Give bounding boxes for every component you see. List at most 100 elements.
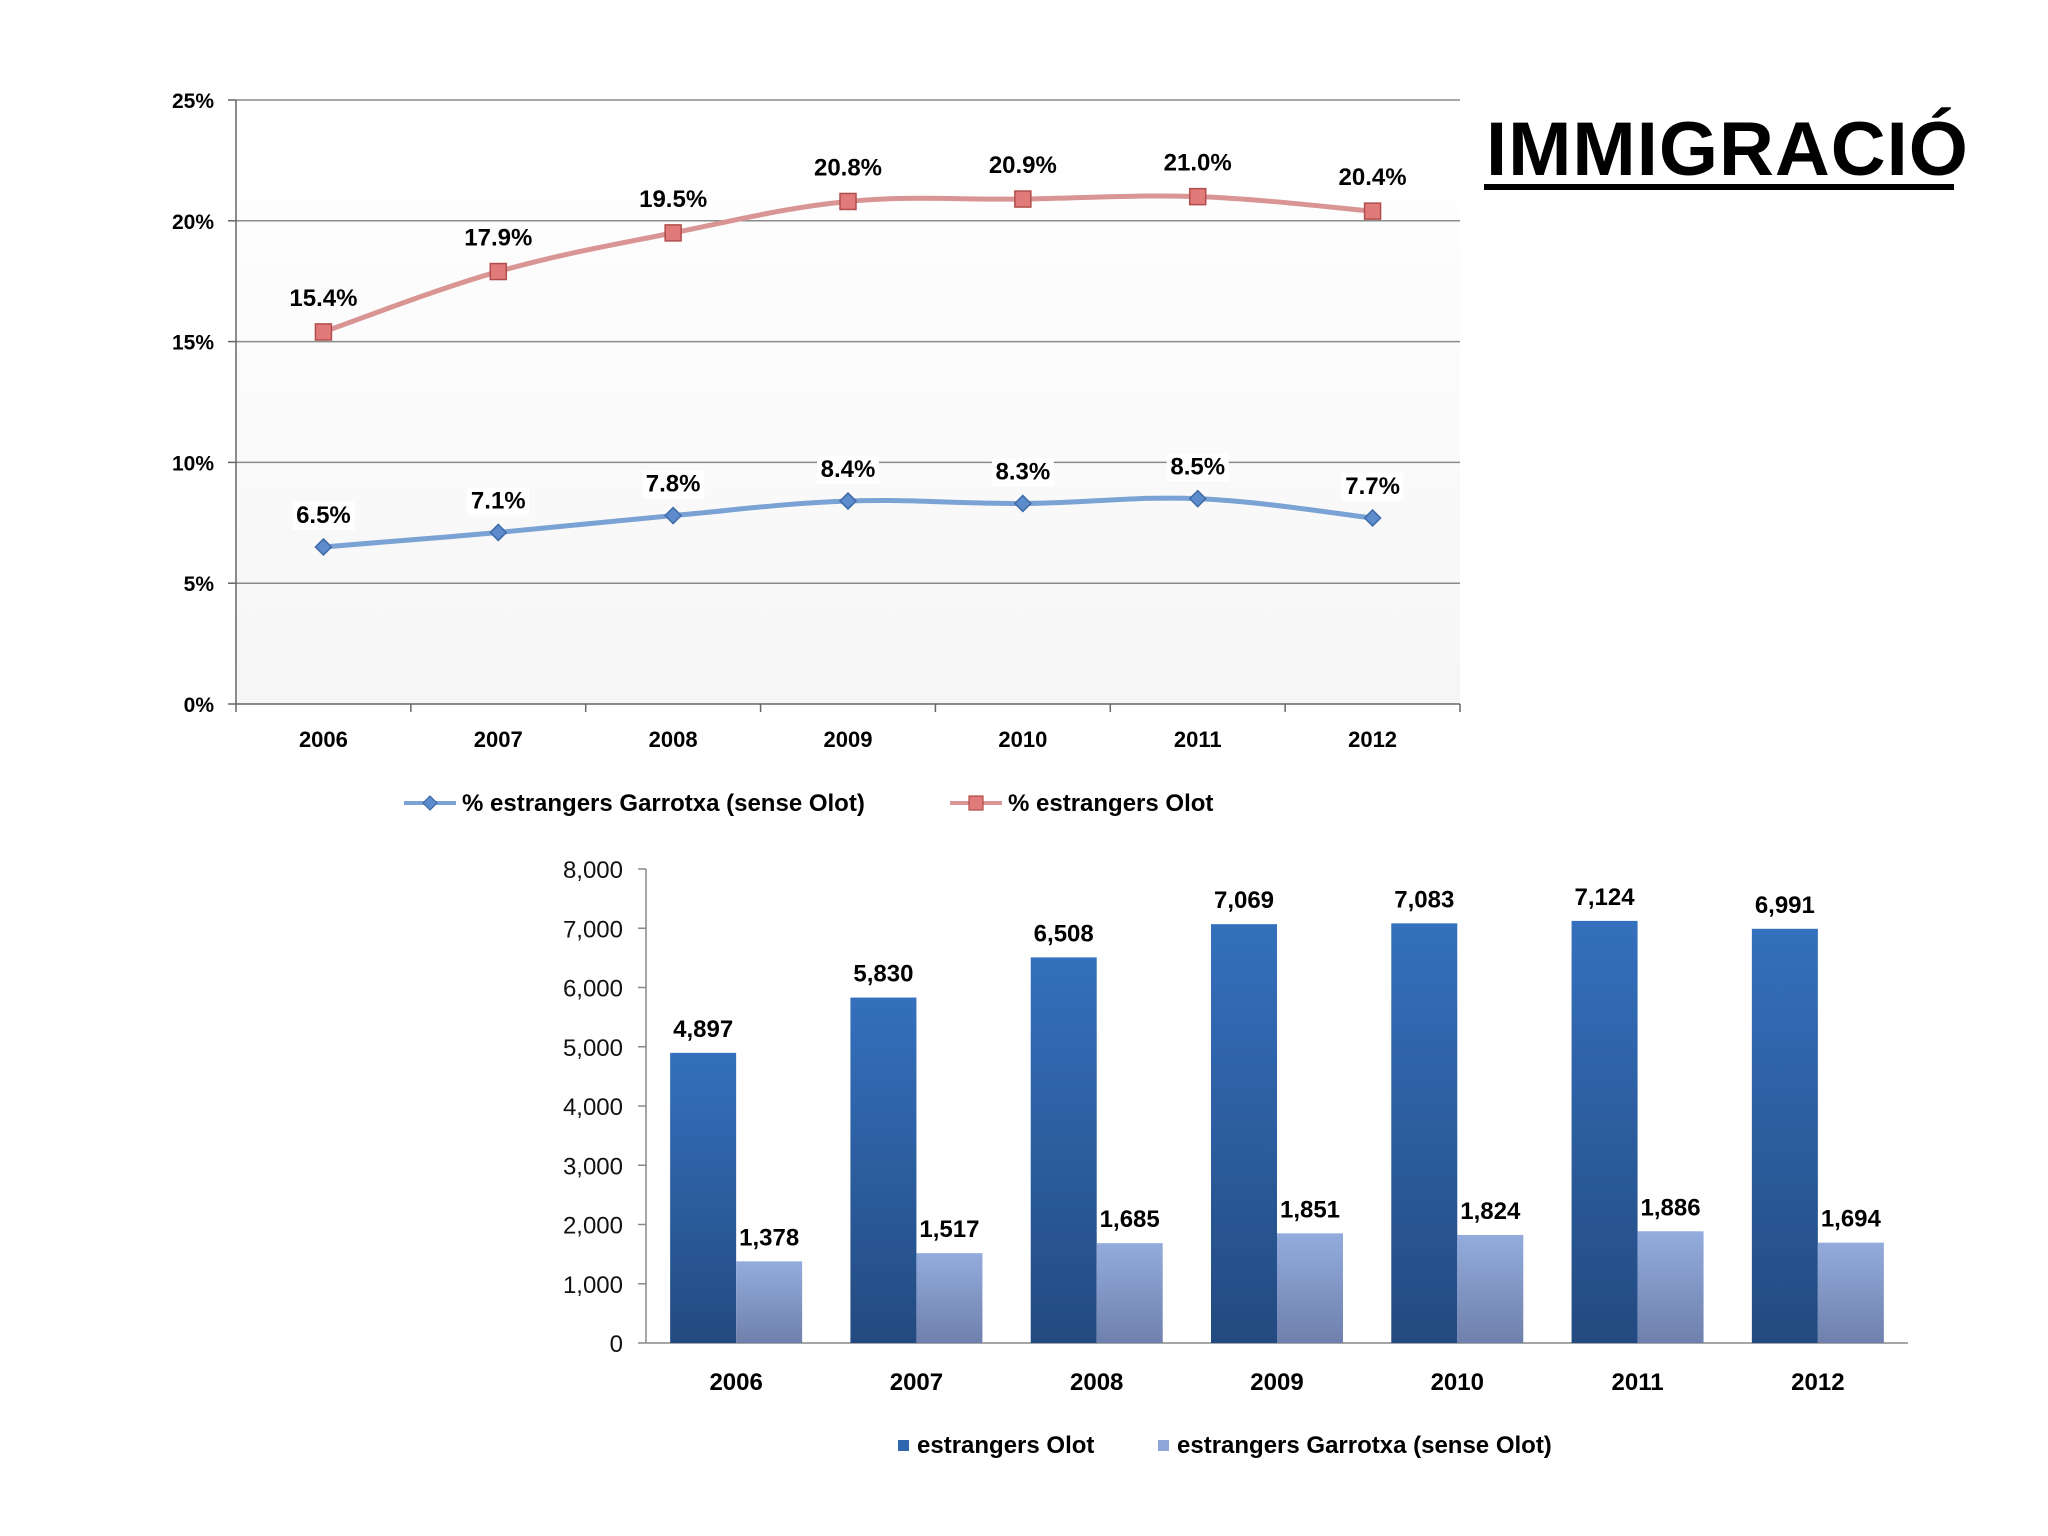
data-label: 21.0% [1164,150,1232,177]
x-tick-label: 2009 [824,727,873,752]
x-tick-label: 2007 [890,1369,943,1396]
y-tick-label: 6,000 [563,976,623,1003]
data-point-square [489,262,508,281]
x-tick-label: 2010 [998,727,1047,752]
data-point-square [1363,202,1382,220]
y-tick-label: 8,000 [563,857,623,884]
bar-garrotxa [1457,1234,1524,1343]
data-point-diamond [664,506,683,525]
x-tick-label: 2006 [709,1369,762,1396]
y-tick-label: 5,000 [563,1035,623,1062]
data-label: 1,886 [1641,1194,1701,1221]
data-label: 20.4% [1339,164,1407,191]
x-tick-label: 2009 [1250,1369,1303,1396]
bar-garrotxa [1637,1231,1704,1343]
legend-marker-diamond [422,795,438,811]
x-tick-label: 2006 [299,727,348,752]
page-title: IMMIGRACIÓ [1486,107,1969,192]
data-label-bg [991,458,1054,487]
bar-garrotxa [916,1253,983,1343]
data-label: 1,851 [1280,1196,1340,1223]
data-label: 5,830 [853,961,913,988]
y-tick-label: 4,000 [563,1094,623,1121]
y-tick-label: 7,000 [563,916,623,943]
bar-olot [670,1052,737,1343]
legend-label: % estrangers Garrotxa (sense Olot) [462,790,865,817]
data-label: 20.9% [989,152,1057,179]
data-label-bg [467,487,530,516]
data-label: 7,083 [1394,886,1454,913]
x-tick-label: 2011 [1174,727,1222,752]
data-label: 7,124 [1575,884,1636,911]
data-label: 4,897 [673,1016,733,1043]
legend-label: estrangers Garrotxa (sense Olot) [1177,1432,1552,1459]
data-label: 1,378 [739,1224,799,1251]
data-label-bg [817,456,879,485]
bar-olot [1030,957,1097,1343]
y-tick-label: 2,000 [563,1213,623,1240]
y-tick-label: 0% [184,694,215,717]
data-point-square [1188,187,1207,206]
data-point-square [1014,190,1032,208]
data-point-diamond [314,537,333,557]
bar-garrotxa [1817,1242,1884,1343]
data-point-square [664,224,682,242]
data-label: 6.5% [296,502,351,529]
data-point-diamond [1188,489,1207,508]
line-chart: 0% 5% 10% 15% 20% 25% 2006 2007 2008 2009 2010 2011… [172,90,1461,817]
title-underline [1484,184,1954,190]
data-label: 1,517 [919,1216,979,1243]
bar-garrotxa [1096,1243,1163,1343]
bar-olot [1571,920,1638,1343]
y-tick-label: 1,000 [563,1272,623,1299]
y-tick-label: 3,000 [563,1153,623,1180]
data-label-bg [1341,472,1404,501]
x-tick-label: 2008 [649,727,698,752]
y-tick-label: 25% [172,90,214,113]
data-label: 6,508 [1034,920,1094,947]
data-label: 7,069 [1214,887,1274,914]
data-point-diamond [1363,508,1382,528]
legend-label: % estrangers Olot [1008,790,1213,817]
y-tick-label: 20% [172,211,214,234]
data-label: 8.3% [996,458,1051,485]
x-tick-label: 2007 [474,727,523,752]
bar-olot [850,997,917,1343]
data-label: 1,824 [1460,1198,1521,1225]
bar-garrotxa [1277,1233,1343,1343]
data-label-bg [1166,453,1229,482]
data-label: 1,685 [1100,1206,1160,1233]
data-label: 7.1% [471,487,526,514]
data-label: 8.5% [1170,454,1225,481]
bar-chart: 0 1,000 2,000 3,000 4,000 5,000 6,000 7,000 8,00… [563,857,1908,1459]
x-tick-label: 2008 [1070,1369,1123,1396]
plot-area [236,100,1460,704]
bar-olot [1211,924,1277,1343]
data-label: 8.4% [821,456,876,483]
legend-marker-square [968,795,984,811]
bar-olot [1391,923,1458,1343]
legend-swatch [898,1440,909,1451]
data-point-diamond [1013,494,1032,513]
x-tick-label: 2012 [1348,727,1397,752]
data-label: 7.8% [646,471,701,498]
legend-swatch [1158,1440,1169,1451]
data-point-square [314,323,333,341]
data-label-bg [292,501,355,530]
data-label: 6,991 [1755,892,1815,919]
bar-garrotxa [736,1261,803,1343]
data-label: 15.4% [289,285,357,312]
legend-label: estrangers Olot [917,1432,1094,1459]
x-tick-label: 2010 [1431,1369,1484,1396]
y-tick-label: 10% [172,452,214,475]
data-label: 19.5% [639,186,707,213]
y-tick-label: 5% [184,573,215,596]
data-label: 17.9% [464,225,532,252]
x-tick-label: 2012 [1791,1369,1844,1396]
data-label: 7.7% [1345,473,1400,500]
data-point-diamond [838,491,858,511]
bar-olot [1751,928,1818,1343]
x-tick-label: 2011 [1612,1369,1664,1396]
y-tick-label: 0 [610,1331,623,1358]
data-point-diamond [489,523,508,542]
